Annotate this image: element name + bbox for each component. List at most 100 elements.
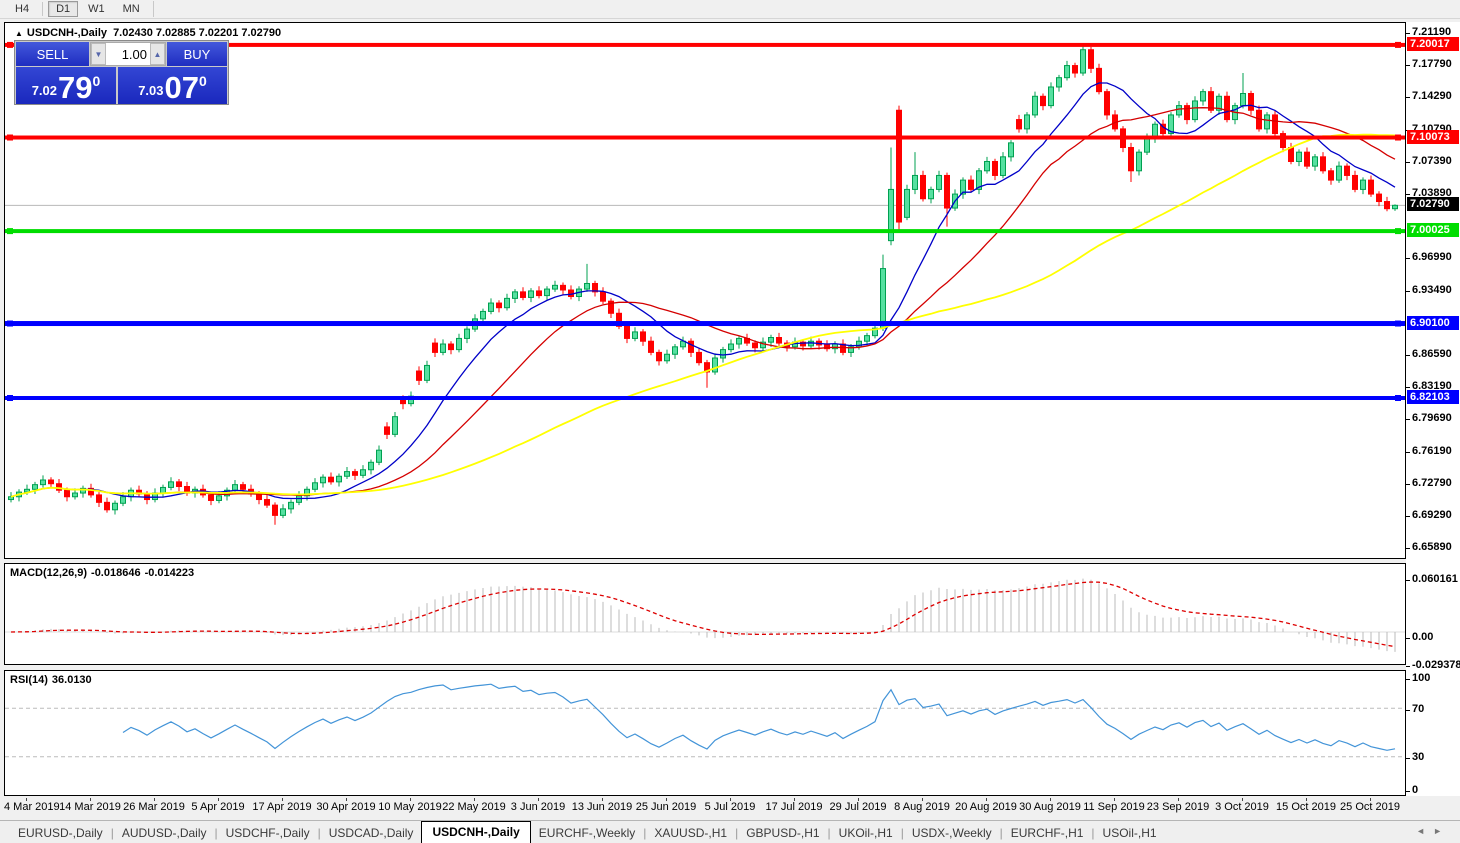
tab-scroll-left-icon[interactable]: ◄ (1416, 826, 1434, 836)
tab-scroll-right-icon[interactable]: ► (1433, 826, 1450, 836)
timeframe-button-d1[interactable]: D1 (48, 1, 79, 17)
volume-decrease-button[interactable]: ▼ (91, 43, 106, 65)
hline-7.10073[interactable] (5, 135, 1405, 140)
date-label: 10 May 2019 (378, 801, 442, 813)
price-tick (1406, 290, 1410, 292)
time-tick (538, 798, 539, 801)
date-label: 11 Sep 2019 (1083, 801, 1145, 813)
toolbar-separator (152, 1, 154, 17)
hline-7.00025[interactable] (5, 229, 1405, 234)
sell-button[interactable]: SELL (16, 42, 89, 66)
symbol-label: USDCNH-,Daily (26, 27, 107, 39)
chart-tab-usdcad-daily[interactable]: USDCAD-,Daily (328, 825, 414, 840)
price-tick (1406, 547, 1410, 549)
rsi-line (122, 683, 1396, 751)
rsi-tick-label: 30 (1412, 751, 1425, 763)
price-tick-label: 7.07390 (1412, 154, 1452, 167)
macd-tick (1406, 638, 1410, 639)
date-label: 17 Apr 2019 (252, 801, 312, 813)
rsi-tick-label: 70 (1412, 703, 1425, 715)
chart-tab-audusd-daily[interactable]: AUDUSD-,Daily (121, 825, 207, 840)
date-label: 3 Jun 2019 (510, 801, 566, 813)
time-tick (410, 798, 411, 801)
time-tick (730, 798, 731, 801)
price-tick (1406, 194, 1410, 196)
buy-price-pips: 07 (164, 69, 199, 105)
hline-6.82103[interactable] (5, 396, 1405, 401)
tab-separator: | (110, 825, 114, 840)
open-value: 7.02430 (113, 27, 153, 39)
price-tick (1406, 32, 1410, 34)
tab-separator: | (317, 825, 321, 840)
price-tick (1406, 483, 1410, 485)
volume-input[interactable] (106, 43, 150, 65)
date-label: 22 May 2019 (442, 801, 506, 813)
rsi-tick (1406, 758, 1410, 759)
chart-tab-eurusd-daily[interactable]: EURUSD-,Daily (18, 825, 103, 840)
chart-tab-ukoil-h1[interactable]: UKOil-,H1 (838, 825, 893, 840)
price-tick (1406, 452, 1410, 454)
chart-tab-xauusd-h1[interactable]: XAUUSD-,H1 (654, 825, 728, 840)
current-price-badge: 7.02790 (1407, 197, 1459, 212)
sell-price-display[interactable]: 7.02 79 0 (16, 67, 116, 104)
chart-tab-usdchf-daily[interactable]: USDCHF-,Daily (225, 825, 310, 840)
macd-tick-label: 0.060161 (1412, 573, 1458, 585)
sell-price-point: 0 (92, 73, 101, 89)
price-tick-label: 7.17790 (1412, 57, 1452, 70)
tab-separator: | (827, 825, 831, 840)
timeframe-button-mn[interactable]: MN (122, 3, 140, 15)
chart-tab-usdcnh-daily[interactable]: USDCNH-,Daily (421, 820, 531, 843)
price-tick (1406, 64, 1410, 66)
chart-tab-gbpusd-h1[interactable]: GBPUSD-,H1 (746, 825, 820, 840)
price-tick (1406, 355, 1410, 357)
time-tick (26, 798, 27, 801)
price-tick-label: 6.79690 (1412, 412, 1452, 425)
price-axis[interactable]: 7.211907.177907.142907.107907.073907.038… (1406, 22, 1460, 796)
price-tick-label: 7.21190 (1412, 25, 1452, 38)
tab-separator: | (643, 825, 647, 840)
date-label: 25 Oct 2019 (1340, 801, 1400, 813)
macd-main-value: -0.018646 (91, 567, 141, 579)
ma-slow (10, 133, 1396, 498)
price-tick (1406, 386, 1410, 388)
hline-price-badge: 7.00025 (1407, 223, 1459, 238)
price-tick (1406, 97, 1410, 99)
macd-indicator-pane[interactable]: MACD(12,26,9) -0.018646 -0.014223 (4, 563, 1406, 665)
price-chart-pane[interactable]: ▲ USDCNH-,Daily 7.02430 7.02885 7.02201 7.02… (4, 22, 1406, 559)
time-tick (1242, 798, 1243, 801)
chart-tab-eurchf-weekly[interactable]: EURCHF-,Weekly (538, 825, 636, 840)
chart-tab-usdx-weekly[interactable]: USDX-,Weekly (911, 825, 992, 840)
time-tick (666, 798, 667, 801)
timeframe-button-w1[interactable]: W1 (88, 3, 105, 15)
rsi-tick-label: 0 (1412, 784, 1419, 796)
hline-6.90100[interactable] (5, 321, 1405, 327)
date-label: 3 Oct 2019 (1215, 801, 1269, 813)
date-label: 29 Jul 2019 (829, 801, 887, 813)
close-value: 7.02790 (241, 27, 282, 39)
volume-increase-button[interactable]: ▲ (150, 43, 165, 65)
chart-collapse-icon[interactable]: ▲ (15, 29, 23, 38)
candles (8, 46, 1398, 525)
rsi-tick (1406, 791, 1410, 792)
price-tick-label: 6.69290 (1412, 509, 1452, 522)
buy-price-point: 0 (199, 73, 207, 89)
time-tick (346, 798, 347, 801)
buy-price-display[interactable]: 7.03 07 0 (118, 67, 227, 104)
macd-tick-label: -0.029378 (1412, 659, 1460, 671)
time-tick (154, 798, 155, 801)
candlestick-chart[interactable] (5, 23, 1405, 558)
date-label: 5 Jul 2019 (704, 801, 756, 813)
buy-button[interactable]: BUY (167, 42, 227, 66)
date-label: 26 Mar 2019 (123, 801, 185, 813)
time-tick (474, 798, 475, 801)
hline-7.20017[interactable] (5, 42, 1405, 47)
rsi-indicator-pane[interactable]: RSI(14) 36.0130 (4, 670, 1406, 796)
buy-price-major: 7.03 (138, 83, 164, 98)
time-axis[interactable]: 4 Mar 2019 14 Mar 2019 26 Mar 2019 5 Apr 20… (4, 798, 1406, 816)
chart-tab-eurchf-h1[interactable]: EURCHF-,H1 (1010, 825, 1084, 840)
chart-tab-usoil-h1[interactable]: USOil-,H1 (1102, 825, 1157, 840)
macd-tick (1406, 666, 1410, 667)
price-tick-label: 6.83190 (1412, 379, 1452, 392)
high-value: 7.02885 (155, 27, 196, 39)
timeframe-button-h4[interactable]: H4 (15, 3, 30, 15)
